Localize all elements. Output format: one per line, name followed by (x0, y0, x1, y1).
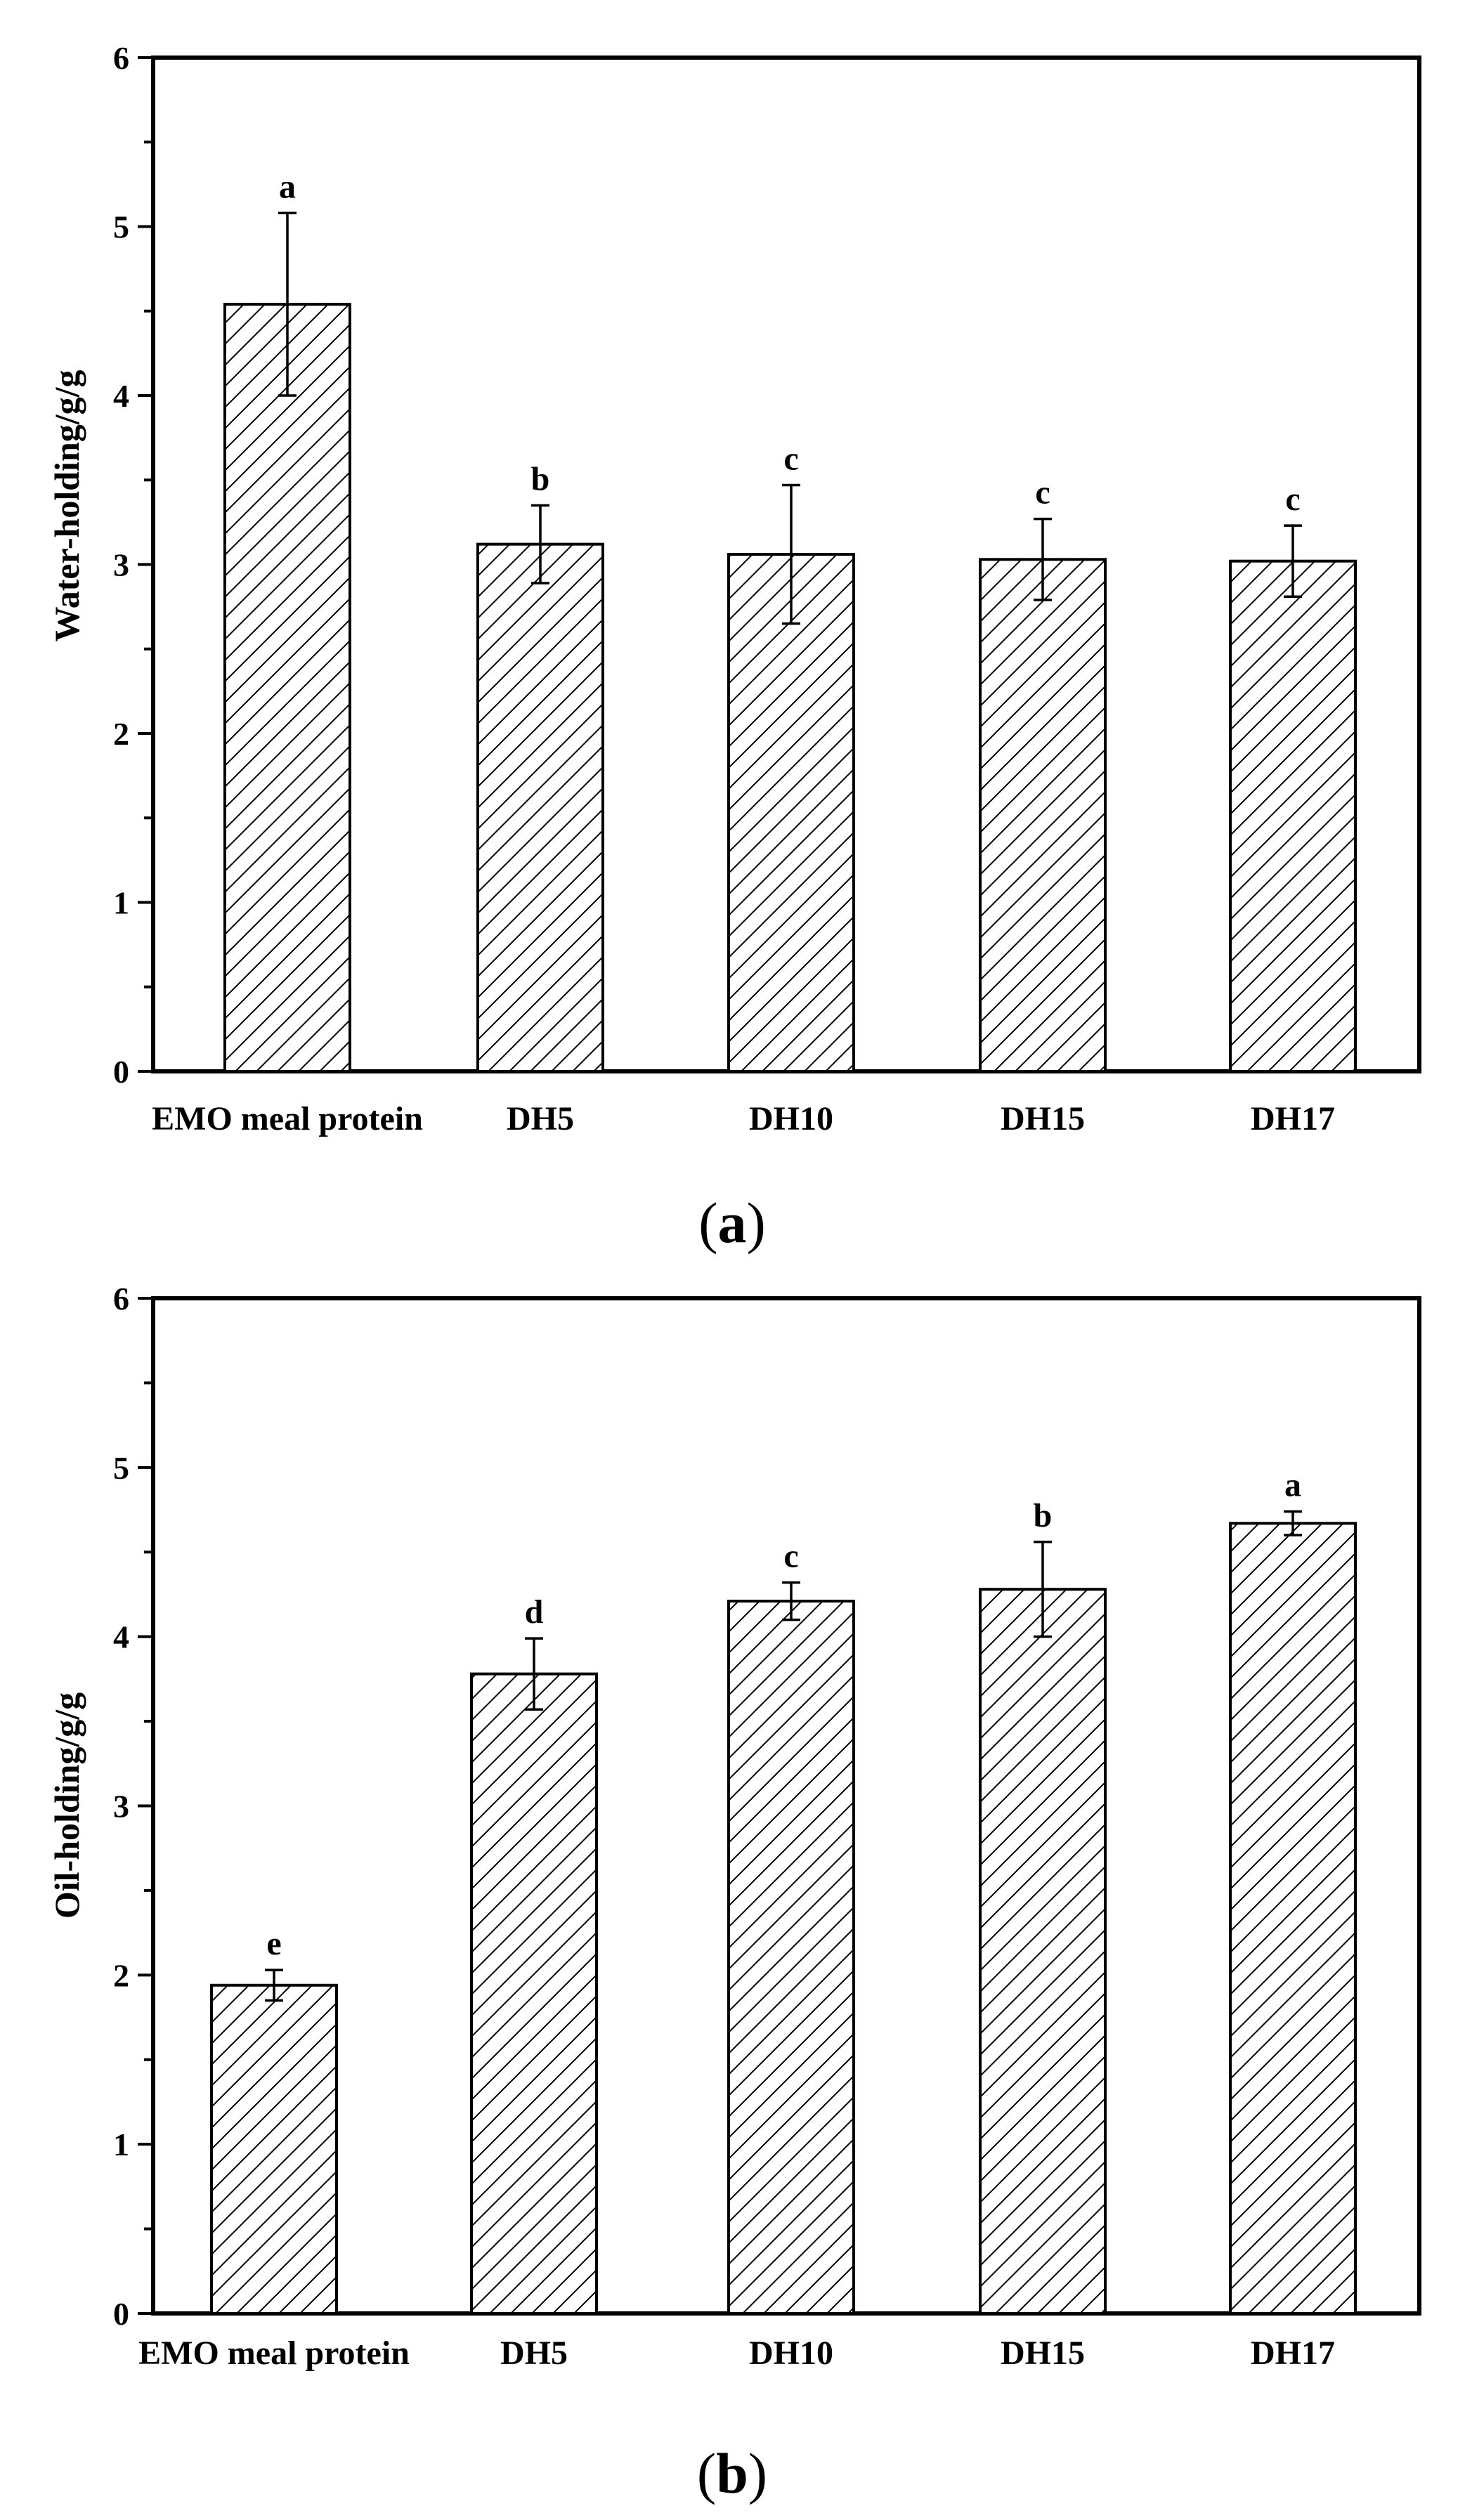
y-tick-label: 0 (113, 2296, 129, 2332)
y-tick-label: 2 (113, 716, 129, 752)
x-category-label: DH15 (1001, 2335, 1085, 2372)
significance-letter: e (266, 1925, 281, 1962)
bar (727, 553, 855, 1073)
x-category-label: DH17 (1251, 1100, 1335, 1137)
y-tick-label: 1 (113, 2127, 129, 2162)
y-tick-label: 6 (113, 1281, 129, 1317)
significance-letter: c (783, 440, 798, 477)
y-tick-label: 4 (113, 1619, 129, 1655)
y-tick-label: 3 (113, 1789, 129, 1824)
x-category-label: DH17 (1251, 2335, 1335, 2372)
bar (979, 1588, 1107, 2316)
bar (470, 1672, 598, 2315)
panel-caption: (a) (698, 1191, 766, 1255)
y-tick-label: 2 (113, 1957, 129, 1993)
x-category-label: DH10 (749, 2335, 833, 2372)
panel-caption: (b) (697, 2441, 767, 2505)
y-tick-label: 5 (113, 1450, 129, 1486)
bar (476, 542, 604, 1073)
significance-letter: c (1035, 474, 1050, 511)
y-tick-label: 1 (113, 885, 129, 921)
y-tick-label: 4 (113, 378, 129, 414)
x-category-label: DH10 (749, 1100, 833, 1137)
bar (727, 1600, 855, 2315)
plot-area: 0 1 2 3 4 5 6 a EMO meal protein b DH5 c DH10 c DH15 c D… (113, 40, 1421, 1137)
x-category-label: DH15 (1001, 1100, 1085, 1137)
significance-letter: d (525, 1593, 544, 1631)
bar (210, 1983, 338, 2316)
significance-letter: b (531, 460, 550, 497)
x-category-label: EMO meal protein (152, 1100, 423, 1137)
significance-letter: a (1284, 1466, 1301, 1503)
x-category-label: DH5 (507, 1100, 574, 1137)
significance-letter: c (1285, 481, 1300, 518)
significance-letter: c (783, 1538, 798, 1575)
bar (1229, 1522, 1357, 2315)
significance-letter: a (279, 168, 296, 205)
y-axis-title: Water-holding/g/g (47, 370, 86, 641)
chart-panel-a: Water-holding/g/g 0 1 2 3 4 5 6 a EMO meal prote… (47, 40, 1421, 1255)
x-category-label: EMO meal protein (138, 2335, 410, 2372)
panel-caption-letter: a (718, 1191, 747, 1255)
significance-letter: b (1034, 1497, 1053, 1534)
y-tick-label: 5 (113, 209, 129, 245)
y-tick-label: 6 (113, 40, 129, 76)
y-tick-label: 3 (113, 547, 129, 583)
y-tick-label: 0 (113, 1054, 129, 1090)
bar (1229, 559, 1357, 1073)
y-axis-title: Oil-holding/g/g (47, 1692, 86, 1919)
x-category-label: DH5 (500, 2335, 568, 2372)
bar (979, 558, 1107, 1073)
plot-area: 0 1 2 3 4 5 6 e EMO meal protein d DH5 c DH10 b DH15 a D… (113, 1281, 1421, 2372)
bar (223, 303, 351, 1073)
chart-panel-b: Oil-holding/g/g 0 1 2 3 4 5 6 e EMO meal protein… (47, 1281, 1421, 2505)
panel-caption-letter: b (716, 2441, 748, 2505)
